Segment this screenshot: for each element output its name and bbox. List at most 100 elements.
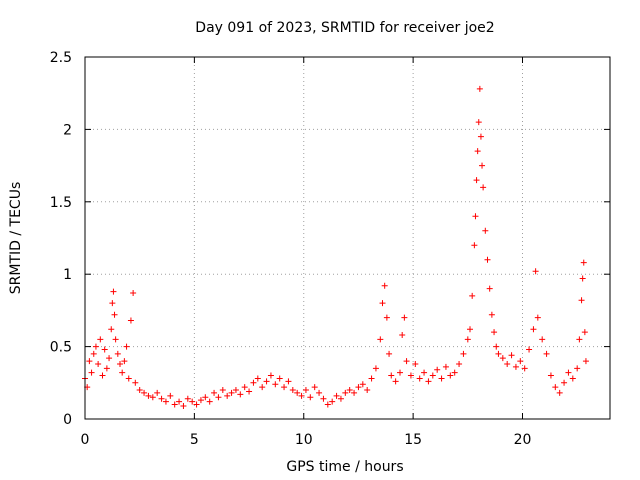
- data-point: [158, 395, 165, 402]
- data-point: [467, 326, 473, 333]
- data-point: [86, 358, 93, 365]
- data-point: [125, 375, 132, 382]
- data-point: [576, 336, 583, 343]
- gridlines: [85, 57, 610, 419]
- data-point: [493, 343, 500, 350]
- y-axis: 0 0.5 1 1.5 2 2.5: [50, 50, 610, 428]
- data-point: [324, 401, 331, 408]
- data-point: [294, 389, 301, 396]
- x-axis-label: GPS time / hours: [286, 459, 403, 475]
- data-point: [289, 387, 296, 394]
- data-point: [460, 350, 467, 357]
- data-point: [565, 369, 572, 376]
- data-point: [421, 369, 428, 376]
- data-point: [471, 242, 478, 249]
- x-tick-label: 10: [295, 432, 313, 448]
- x-tick-label: 5: [190, 432, 199, 448]
- data-point: [403, 358, 410, 365]
- plot-frame: [84, 56, 611, 420]
- data-point: [329, 398, 336, 405]
- data-point: [407, 372, 414, 379]
- data-point: [176, 398, 183, 405]
- data-point: [429, 372, 436, 379]
- data-point: [145, 392, 152, 399]
- data-point: [479, 162, 486, 169]
- data-point: [99, 372, 106, 379]
- data-point: [488, 311, 495, 318]
- data-point: [547, 372, 554, 379]
- data-point: [121, 358, 128, 365]
- data-point: [491, 329, 498, 336]
- y-tick-label: 1.5: [50, 195, 72, 211]
- data-point: [447, 372, 454, 379]
- data-point: [111, 311, 118, 318]
- data-point: [228, 389, 235, 396]
- data-point: [381, 282, 388, 289]
- data-point: [442, 363, 449, 370]
- data-point: [475, 119, 482, 126]
- data-point: [521, 365, 528, 372]
- data-point: [486, 285, 493, 292]
- data-point: [552, 384, 559, 391]
- data-point: [184, 395, 191, 402]
- data-point: [117, 360, 123, 367]
- data-point: [399, 332, 406, 339]
- data-point: [232, 387, 239, 394]
- data-point: [337, 395, 344, 402]
- data-point: [206, 398, 213, 405]
- data-point: [364, 387, 371, 394]
- data-point: [101, 346, 108, 353]
- data-point: [307, 394, 314, 401]
- data-point: [556, 389, 563, 396]
- data-point: [267, 372, 274, 379]
- data-point: [193, 401, 200, 408]
- data-point: [484, 256, 491, 263]
- data-point: [189, 398, 196, 405]
- data-point: [582, 358, 589, 365]
- data-point: [110, 288, 117, 295]
- data-point: [132, 379, 139, 386]
- data-point: [412, 360, 419, 367]
- data-point: [141, 389, 148, 396]
- y-tick-label: 1: [63, 267, 72, 283]
- data-point: [130, 290, 137, 297]
- data-point: [162, 398, 169, 405]
- data-point: [574, 365, 581, 372]
- data-point: [512, 363, 519, 370]
- data-point: [272, 381, 279, 388]
- data-point: [539, 336, 546, 343]
- data-point: [237, 391, 244, 398]
- data-point: [246, 388, 253, 395]
- data-point: [276, 375, 283, 382]
- data-point: [108, 326, 115, 333]
- y-tick-label: 2.5: [50, 50, 72, 66]
- data-point: [425, 378, 432, 385]
- y-axis-label: SRMTID / TECUs: [8, 182, 24, 295]
- data-point: [451, 369, 458, 376]
- data-point: [197, 397, 204, 404]
- data-point: [569, 375, 576, 382]
- data-point: [171, 401, 178, 408]
- data-point: [579, 275, 586, 282]
- data-point: [578, 297, 585, 304]
- data-point: [92, 343, 99, 350]
- data-point: [97, 336, 104, 343]
- data-point: [388, 372, 395, 379]
- data-point: [397, 369, 403, 376]
- data-point: [379, 300, 386, 307]
- data-point: [263, 378, 270, 385]
- data-point: [499, 355, 506, 362]
- data-point: [298, 392, 305, 399]
- data-point: [416, 375, 423, 382]
- data-point: [359, 381, 366, 388]
- y-tick-label: 2: [63, 122, 72, 138]
- x-tick-label: 0: [81, 432, 90, 448]
- data-point: [392, 378, 399, 385]
- data-point: [250, 379, 257, 386]
- data-point: [355, 384, 362, 391]
- data-point: [90, 350, 97, 357]
- data-point: [476, 85, 483, 92]
- data-point: [401, 314, 408, 321]
- data-point: [281, 384, 288, 391]
